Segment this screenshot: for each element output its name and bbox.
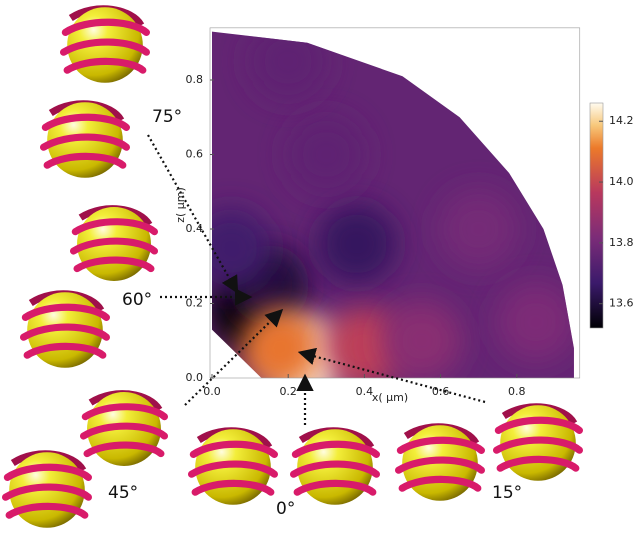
x-axis-label: x( μm) <box>372 391 408 404</box>
y-tick-label: 0.6 <box>186 148 204 161</box>
field-sample <box>382 301 462 381</box>
angle-label: 75° <box>152 107 182 127</box>
helix-sphere <box>294 429 377 505</box>
angle-label: 45° <box>108 483 138 503</box>
field-sample <box>241 308 321 388</box>
helix-sphere <box>44 102 127 178</box>
helix-sphere <box>64 7 147 83</box>
y-axis-label: z( μm) <box>174 187 187 223</box>
field-sample <box>317 204 397 284</box>
helix-sphere <box>192 429 275 505</box>
field-sample <box>496 282 576 362</box>
y-tick-label: 0.0 <box>186 371 204 384</box>
x-tick-label: 0.6 <box>432 385 450 398</box>
angle-label: 60° <box>122 290 152 310</box>
helix-sphere <box>399 425 482 501</box>
angle-label: 0° <box>276 499 295 519</box>
field-sample <box>248 21 328 101</box>
helix-sphere <box>84 392 165 466</box>
y-tick-label: 0.4 <box>186 222 204 235</box>
field-sample <box>286 115 366 195</box>
helix-sphere <box>24 292 107 368</box>
y-tick-label: 0.8 <box>186 73 204 86</box>
field-sample <box>191 208 271 288</box>
y-tick-label: 0.2 <box>186 297 204 310</box>
figure: 0.0 0.2 0.4 0.6 0.8 0.0 0.2 0.4 0.6 0.8 14.2 14.0 13… <box>0 0 637 546</box>
colorbar <box>590 103 603 328</box>
field-sample <box>439 189 519 269</box>
colorbar-tick-label: 13.6 <box>609 297 634 310</box>
angle-label: 15° <box>492 483 522 503</box>
plot: 0.0 0.2 0.4 0.6 0.8 0.0 0.2 0.4 0.6 0.8 14.2 14.0 13… <box>186 21 634 399</box>
x-tick-label: 0.2 <box>279 385 297 398</box>
colorbar-tick-label: 13.8 <box>609 236 634 249</box>
x-tick-label: 0.4 <box>356 385 374 398</box>
x-tick-label: 0.8 <box>508 385 526 398</box>
x-tick-label: 0.0 <box>203 385 221 398</box>
colorbar-tick-label: 14.2 <box>609 114 634 127</box>
helix-sphere <box>6 452 89 528</box>
helix-sphere <box>74 207 155 281</box>
helix-sphere <box>497 405 580 481</box>
colorbar-tick-label: 14.0 <box>609 175 634 188</box>
